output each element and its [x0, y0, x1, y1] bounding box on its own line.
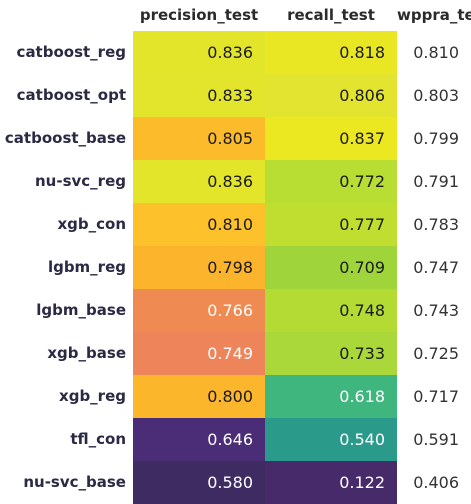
cell-xgb-reg-precision-test: 0.800 [133, 375, 265, 418]
cell-catboost-opt-wppra-test: 0.803 [413, 86, 459, 105]
row-label-catboost-reg: catboost_reg [16, 43, 126, 61]
cell-tfl-con-wppra-test: 0.591 [413, 430, 459, 449]
cell-xgb-con-wppra-test: 0.783 [413, 215, 459, 234]
row-label-catboost-base: catboost_base [4, 129, 126, 147]
cell-lgbm-reg-precision-test: 0.798 [133, 246, 265, 289]
cell-nu-svc-reg-wppra-test: 0.791 [413, 172, 459, 191]
row-label-nu-svc-reg: nu-svc_reg [35, 172, 126, 190]
cell-catboost-opt-precision-test: 0.833 [133, 74, 265, 117]
cell-xgb-reg-recall-test: 0.618 [265, 375, 397, 418]
cell-xgb-con-recall-test: 0.777 [265, 203, 397, 246]
cell-lgbm-base-recall-test: 0.748 [265, 289, 397, 332]
row-label-xgb-con: xgb_con [57, 215, 126, 233]
cell-lgbm-reg-recall-test: 0.709 [265, 246, 397, 289]
cell-xgb-base-precision-test: 0.749 [133, 332, 265, 375]
row-label-lgbm-reg: lgbm_reg [47, 258, 126, 276]
cell-xgb-base-recall-test: 0.733 [265, 332, 397, 375]
row-label-xgb-reg: xgb_reg [59, 387, 126, 405]
cell-catboost-reg-wppra-test: 0.810 [413, 43, 459, 62]
cell-catboost-base-wppra-test: 0.799 [413, 129, 459, 148]
cell-xgb-con-precision-test: 0.810 [133, 203, 265, 246]
cell-lgbm-base-precision-test: 0.766 [133, 289, 265, 332]
cell-nu-svc-base-precision-test: 0.580 [133, 461, 265, 504]
cell-nu-svc-base-wppra-test: 0.406 [413, 473, 459, 492]
row-label-xgb-base: xgb_base [47, 344, 126, 362]
cell-catboost-base-precision-test: 0.805 [133, 117, 265, 160]
cell-lgbm-base-wppra-test: 0.743 [413, 301, 459, 320]
column-header-wppra-test: wppra_test [397, 6, 471, 24]
column-header-precision-test: precision_test [139, 6, 259, 24]
cell-tfl-con-recall-test: 0.540 [265, 418, 397, 461]
results-table: precision_test recall_test wppra_testcatbo… [4, 6, 471, 504]
cell-nu-svc-reg-recall-test: 0.772 [265, 160, 397, 203]
cell-xgb-reg-wppra-test: 0.717 [413, 387, 459, 406]
cell-xgb-base-wppra-test: 0.725 [413, 344, 459, 363]
cell-catboost-opt-recall-test: 0.806 [265, 74, 397, 117]
column-header-recall-test: recall_test [287, 6, 375, 24]
row-label-nu-svc-base: nu-svc_base [23, 473, 126, 491]
cell-catboost-base-recall-test: 0.837 [265, 117, 397, 160]
cell-tfl-con-precision-test: 0.646 [133, 418, 265, 461]
row-label-tfl-con: tfl_con [70, 430, 126, 448]
row-label-lgbm-base: lgbm_base [36, 301, 126, 319]
cell-nu-svc-reg-precision-test: 0.836 [133, 160, 265, 203]
cell-nu-svc-base-recall-test: 0.122 [265, 461, 397, 504]
cell-catboost-reg-precision-test: 0.836 [133, 31, 265, 74]
cell-catboost-reg-recall-test: 0.818 [265, 31, 397, 74]
row-label-catboost-opt: catboost_opt [16, 86, 126, 104]
cell-lgbm-reg-wppra-test: 0.747 [413, 258, 459, 277]
